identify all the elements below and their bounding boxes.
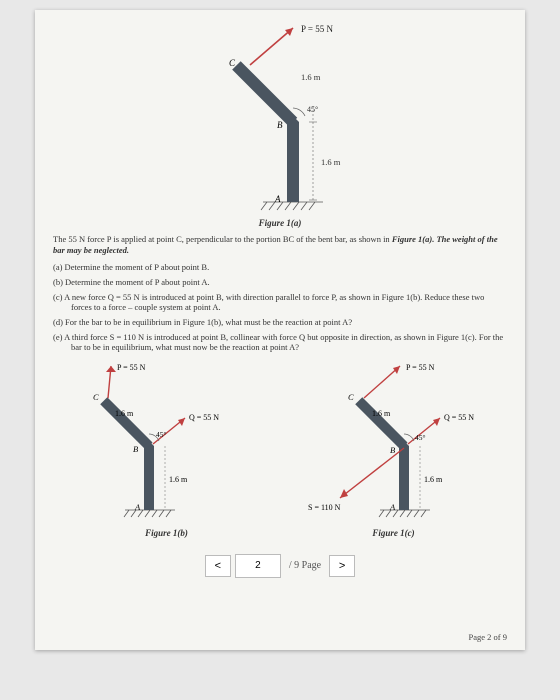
intro-line1: The 55 N force P is applied at point C, …	[53, 234, 390, 244]
svg-text:45°: 45°	[415, 433, 426, 442]
question-d: (d) For the bar to be in equilibrium in …	[53, 317, 507, 327]
dim-lower: 1.6 m	[321, 157, 341, 167]
question-c: (c) A new force Q = 55 N is introduced a…	[53, 292, 507, 312]
svg-text:B: B	[133, 444, 138, 454]
next-page-button[interactable]: >	[329, 555, 355, 577]
svg-text:Q = 55 N: Q = 55 N	[189, 413, 219, 422]
caption-1a: Figure 1(a)	[53, 218, 507, 228]
page-total: / 9 Page	[289, 560, 321, 571]
caption-1b: Figure 1(b)	[53, 528, 280, 538]
svg-text:45°: 45°	[156, 430, 167, 439]
dim-upper: 1.6 m	[301, 72, 321, 82]
svg-text:P = 55 N: P = 55 N	[406, 363, 435, 372]
svg-text:A: A	[389, 502, 396, 512]
page-input[interactable]	[235, 554, 281, 578]
question-e: (e) A third force S = 110 N is introduce…	[53, 332, 507, 352]
figure-1a-svg: A B C P = 55 N 1.6 m 45° 1.6 m	[53, 20, 507, 215]
svg-text:Q = 55 N: Q = 55 N	[444, 413, 474, 422]
page: A B C P = 55 N 1.6 m 45° 1.6 m Figure 1(…	[35, 10, 525, 650]
question-b: (b) Determine the moment of P about poin…	[53, 277, 507, 287]
figure-1b: A B C P = 55 N Q = 55 N 1.6 m 45°	[53, 358, 280, 548]
svg-text:P = 55 N: P = 55 N	[117, 363, 146, 372]
figure-1b-svg: A B C P = 55 N Q = 55 N 1.6 m 45°	[53, 358, 280, 523]
question-a: (a) Determine the moment of P about poin…	[53, 262, 507, 272]
svg-text:1.6 m: 1.6 m	[372, 409, 391, 418]
label-B: B	[277, 120, 283, 130]
label-force-P: P = 55 N	[301, 24, 333, 34]
figure-1c: A B C P = 55 N Q = 55 N	[280, 358, 507, 548]
svg-text:A: A	[134, 502, 141, 512]
svg-text:1.6 m: 1.6 m	[169, 475, 188, 484]
figure-1a: A B C P = 55 N 1.6 m 45° 1.6 m	[53, 20, 507, 215]
caption-1c: Figure 1(c)	[280, 528, 507, 538]
svg-text:C: C	[93, 392, 99, 402]
figure-1c-svg: A B C P = 55 N Q = 55 N	[280, 358, 507, 523]
figures-row: A B C P = 55 N Q = 55 N 1.6 m 45°	[53, 358, 507, 548]
angle-45: 45°	[307, 105, 318, 114]
svg-text:S = 110 N: S = 110 N	[308, 503, 341, 512]
pager: < / 9 Page >	[53, 554, 507, 578]
prev-page-button[interactable]: <	[205, 555, 231, 577]
intro-text: The 55 N force P is applied at point C, …	[53, 234, 507, 257]
svg-text:C: C	[348, 392, 354, 402]
svg-text:B: B	[390, 445, 395, 455]
footer-page: Page 2 of 9	[469, 632, 507, 642]
label-A: A	[274, 194, 281, 204]
svg-text:1.6 m: 1.6 m	[115, 409, 134, 418]
label-C: C	[229, 58, 236, 68]
svg-text:1.6 m: 1.6 m	[424, 475, 443, 484]
